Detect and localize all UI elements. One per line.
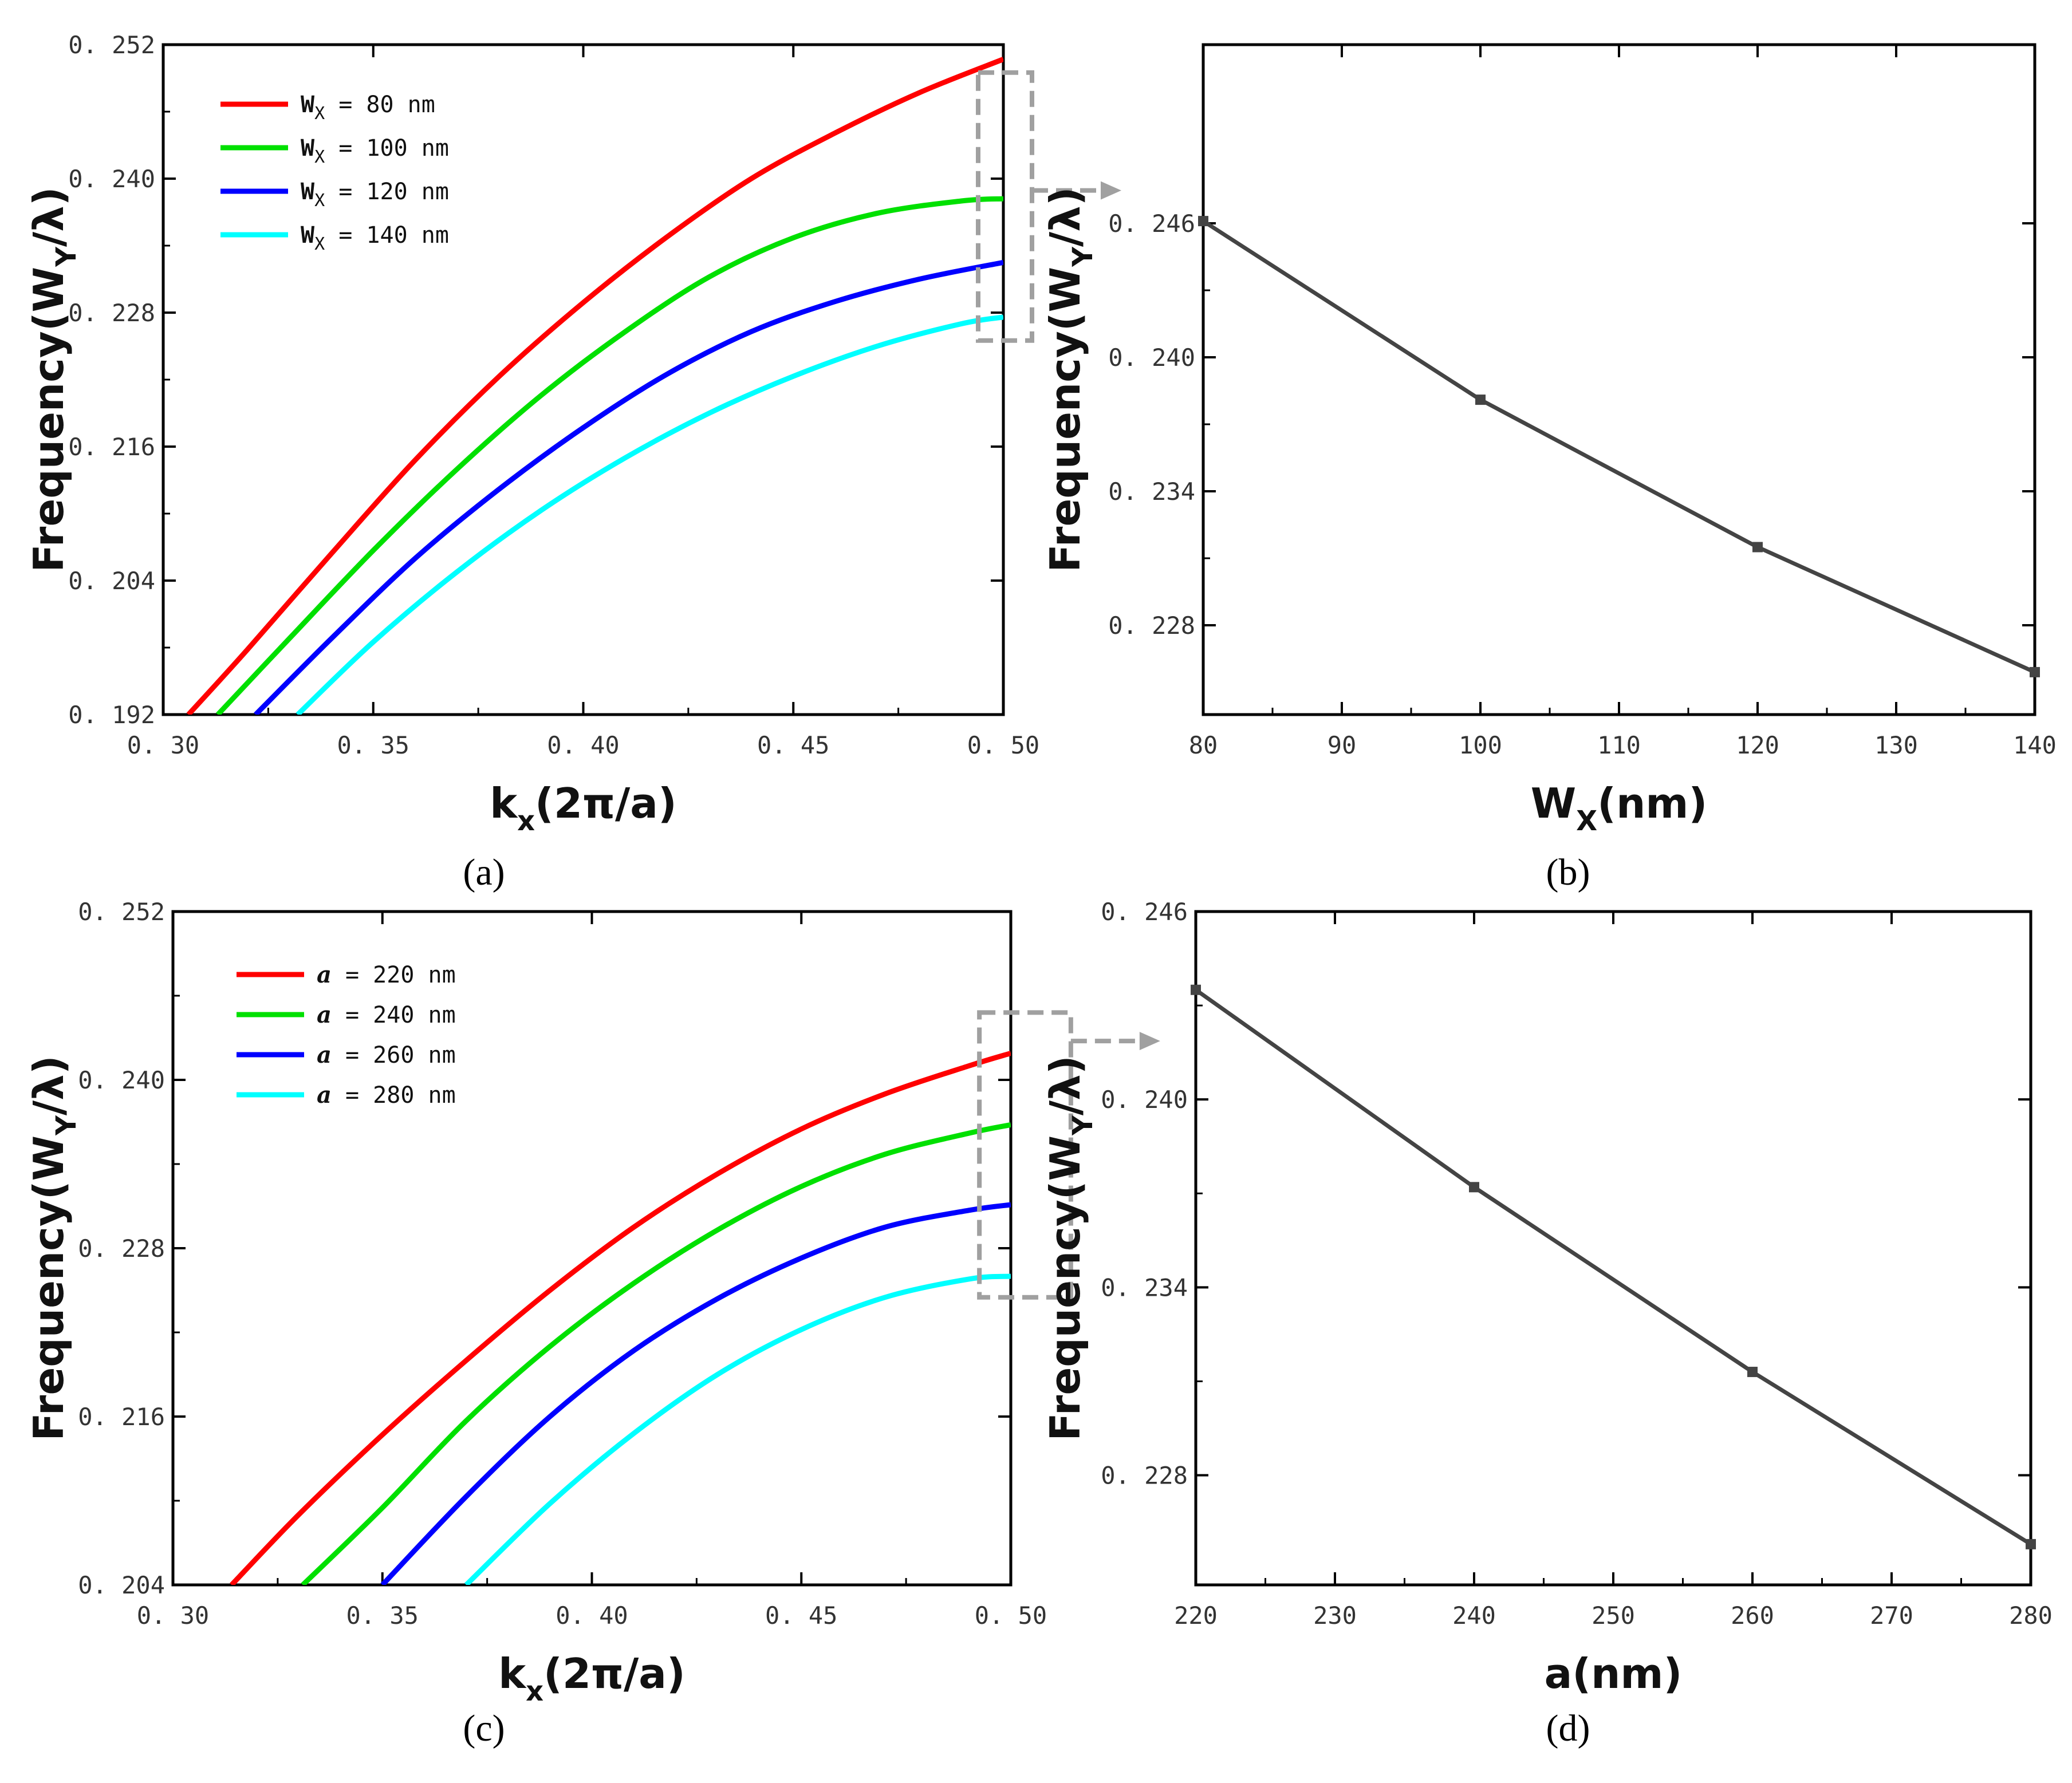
legend-entry: WX = 140 nm [301, 222, 449, 254]
y-tick-label: 0. 240 [78, 1066, 165, 1094]
zoom-arrow-head [1139, 1032, 1160, 1051]
x-tick-label: 0. 45 [757, 731, 829, 759]
data-point-marker [2030, 666, 2040, 677]
y-tick-label: 0. 204 [78, 1571, 165, 1599]
data-point-marker [1469, 1182, 1479, 1193]
series-line-280-nm [464, 1273, 1011, 1585]
chart-c: 0. 30 0. 35 0. 40 0. 45 0. 50 0. 204 0. 216 0. … [25, 898, 1160, 1749]
x-tick-label: 0. 45 [765, 1601, 837, 1630]
y-tick-label: 0. 228 [78, 1234, 165, 1263]
x-tick-label: 0. 50 [975, 1601, 1047, 1630]
y-tick-label: 0. 240 [1101, 1086, 1188, 1114]
y-tick-label: 0. 240 [68, 165, 155, 193]
x-tick-label: 120 [1736, 731, 1779, 759]
series-line-240-nm [301, 1122, 1011, 1585]
zoom-arrow-head [1101, 181, 1121, 200]
y-tick-label: 0. 228 [68, 299, 155, 327]
legend-entry: WX = 120 nm [301, 179, 449, 211]
data-point-marker [1475, 395, 1486, 405]
x-tick-label: 0. 35 [337, 731, 409, 759]
x-tick-label: 250 [1592, 1601, 1635, 1630]
series-line-frequency [1196, 988, 2031, 1546]
series-line-80-nm [186, 57, 1003, 715]
x-tick-label: 270 [1870, 1601, 1913, 1630]
y-axis-label: Frequency(WY/λ) [1041, 187, 1099, 572]
zoom-region-box [977, 1010, 1073, 1300]
x-tick-label: 130 [1874, 731, 1918, 759]
data-point-marker [2026, 1539, 2036, 1549]
x-tick-label: 0. 40 [556, 1601, 628, 1630]
x-tick-label: 0. 50 [967, 731, 1039, 759]
plot-frame [161, 43, 1005, 716]
chart-a: 0. 30 0. 35 0. 40 0. 45 0. 50 0. 192 0. 204 0. … [25, 31, 1121, 893]
series-line-100-nm [216, 196, 1003, 715]
y-tick-label: 0. 252 [68, 31, 155, 59]
legend-entry: a = 240 nm [317, 1001, 456, 1028]
y-tick-label: 0. 246 [1101, 898, 1188, 926]
plot-frame [1194, 910, 2032, 1587]
y-tick-label: 0. 234 [1101, 1273, 1188, 1301]
chart-b: 80 90 100 110 120 130 140 0. 228 0. 234 0. 240 0. … [1041, 43, 2057, 893]
y-axis-label: Frequency(WY/λ) [1041, 1055, 1099, 1441]
panel-label: (c) [463, 1707, 505, 1749]
y-tick-label: 0. 228 [1108, 612, 1195, 640]
x-axis-label: a(nm) [1545, 1650, 1683, 1698]
series-line-120-nm [254, 259, 1003, 715]
y-tick-label: 0. 192 [68, 701, 155, 729]
legend-entry: WX = 80 nm [301, 92, 435, 124]
y-tick-label: 0. 216 [68, 433, 155, 461]
chart-d: 220 230 240 250 260 270 280 0. 228 0. 234 0. 240 0… [1041, 898, 2053, 1749]
y-tick-label: 0. 246 [1108, 210, 1195, 238]
y-tick-label: 0. 252 [78, 898, 165, 926]
x-tick-label: 140 [2013, 731, 2057, 759]
y-tick-label: 0. 228 [1101, 1462, 1188, 1490]
x-axis-label: kx(2π/a) [490, 779, 677, 837]
series-line-frequency [1203, 219, 2035, 674]
y-tick-label: 0. 216 [78, 1403, 165, 1431]
x-tick-label: 100 [1459, 731, 1502, 759]
y-axis-label: Frequency(WY/λ) [25, 1055, 82, 1441]
y-tick-label: 0. 204 [68, 567, 155, 595]
x-tick-label: 220 [1174, 1601, 1218, 1630]
y-tick-label: 0. 240 [1108, 344, 1195, 372]
legend-entry: a = 260 nm [317, 1042, 456, 1068]
data-point-marker [1752, 542, 1763, 553]
data-point-marker [1198, 216, 1208, 227]
x-tick-label: 0. 40 [547, 731, 619, 759]
panel-label: (d) [1546, 1707, 1590, 1749]
legend-entry: a = 220 nm [317, 961, 456, 988]
legend-entry: a = 280 nm [317, 1082, 456, 1109]
x-tick-label: 230 [1313, 1601, 1357, 1630]
x-tick-label: 0. 35 [346, 1601, 419, 1630]
y-axis-label: Frequency(WY/λ) [25, 187, 82, 572]
y-tick-label: 0. 234 [1108, 478, 1195, 506]
legend-entry: WX = 100 nm [301, 135, 449, 167]
x-tick-label: 280 [2009, 1601, 2053, 1630]
x-tick-label: 240 [1452, 1601, 1496, 1630]
panel-label: (a) [463, 851, 505, 893]
x-tick-label: 90 [1328, 731, 1357, 759]
x-tick-label: 260 [1731, 1601, 1774, 1630]
zoom-region-box [975, 70, 1034, 343]
x-tick-label: 80 [1189, 731, 1218, 759]
data-point-marker [1191, 984, 1201, 995]
series-line-140-nm [296, 314, 1003, 715]
series-line-220-nm [230, 1051, 1011, 1585]
series-line-260-nm [380, 1202, 1011, 1585]
data-point-marker [1747, 1367, 1758, 1378]
x-axis-label: kx(2π/a) [498, 1650, 686, 1707]
x-axis-label: WX(nm) [1531, 779, 1708, 837]
x-tick-label: 0. 30 [127, 731, 199, 759]
panel-label: (b) [1546, 851, 1590, 893]
x-tick-label: 0. 30 [137, 1601, 209, 1630]
x-tick-label: 110 [1597, 731, 1641, 759]
